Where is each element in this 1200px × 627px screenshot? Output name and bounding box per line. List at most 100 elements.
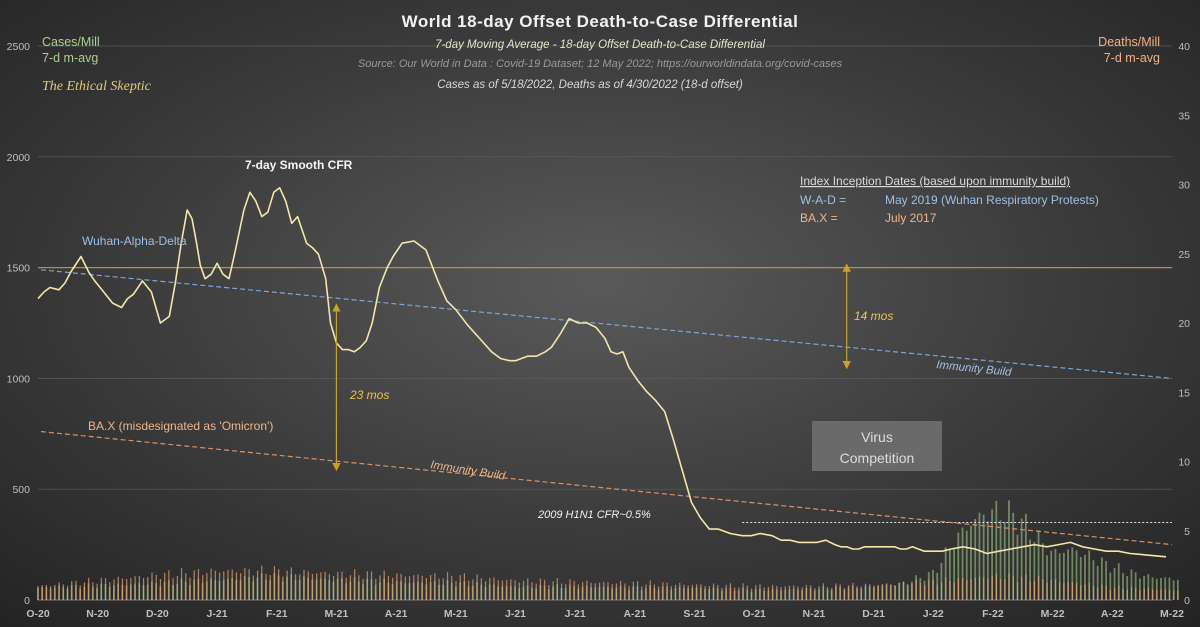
cases-bar [970, 525, 972, 600]
cases-bar [1151, 577, 1154, 600]
cases-bar [1088, 550, 1091, 600]
deaths-bar [818, 586, 820, 600]
left-axis-title-1: Cases/Mill [42, 35, 100, 49]
deaths-bar [1038, 576, 1040, 600]
deaths-bar [75, 580, 77, 600]
chart-title: World 18-day Offset Death-to-Case Differ… [402, 12, 799, 31]
deaths-bar [522, 580, 525, 600]
deaths-bar [983, 577, 985, 600]
deaths-bar [463, 573, 466, 600]
deaths-bar [1122, 588, 1124, 600]
deaths-bar [172, 577, 174, 600]
deaths-bar [556, 578, 558, 600]
deaths-bar [548, 585, 550, 600]
deaths-bar [721, 587, 723, 600]
deaths-bar [1000, 578, 1002, 600]
cases-bar [1100, 557, 1103, 600]
deaths-bar [991, 575, 993, 600]
deaths-bar [1092, 586, 1095, 600]
arrow-14-label: 14 mos [854, 309, 893, 323]
deaths-bar [349, 575, 352, 600]
deaths-bar [848, 585, 850, 600]
cases-bar [1003, 522, 1006, 600]
deaths-bar [759, 584, 761, 600]
deaths-bar [831, 587, 833, 600]
deaths-bar [1025, 574, 1027, 600]
cases-bar [944, 547, 947, 600]
deaths-bar [71, 581, 73, 600]
deaths-bar [569, 579, 571, 600]
deaths-bar [940, 582, 943, 600]
deaths-bar [88, 577, 90, 600]
axis-ticks: 0 500 1000 1500 2000 2500 0 5 10 15 20 25 30 35 40 O-20… [7, 41, 1191, 620]
cases-bar [1029, 539, 1031, 600]
deaths-bar [679, 582, 681, 600]
deaths-bar [476, 574, 478, 600]
deaths-bar [1160, 589, 1162, 600]
deaths-bar [1067, 582, 1069, 600]
deaths-bar [299, 574, 301, 600]
deaths-bar [206, 573, 208, 600]
right-tick-label: 25 [1178, 249, 1190, 261]
deaths-bar [1118, 585, 1120, 600]
deaths-bar [962, 577, 964, 600]
deaths-bar [307, 571, 309, 600]
deaths-bar [620, 580, 622, 600]
deaths-bar [780, 586, 782, 600]
legend-heading: Index Inception Dates (based upon immuni… [800, 174, 1070, 188]
deaths-bar [582, 582, 584, 600]
deaths-bar [37, 586, 39, 600]
deaths-bar [801, 587, 803, 600]
deaths-bar [704, 585, 706, 600]
annotations-layer [332, 263, 851, 472]
cases-bar [1130, 569, 1133, 600]
deaths-bar [632, 581, 634, 600]
deaths-bar [653, 584, 656, 600]
deaths-bar [1088, 582, 1090, 600]
deaths-bar [966, 579, 968, 600]
deaths-bar [864, 583, 867, 600]
x-tick-label: M-22 [1041, 608, 1065, 620]
virus-box-line2: Competition [840, 450, 915, 466]
deaths-bar [421, 575, 423, 600]
deaths-bar [126, 579, 128, 600]
deaths-bar [1130, 586, 1133, 600]
deaths-bar [62, 584, 64, 600]
deaths-bar [907, 585, 909, 600]
deaths-bar [383, 570, 385, 600]
deaths-bar [793, 585, 795, 600]
right-tick-label: 15 [1178, 387, 1190, 399]
deaths-bar [210, 568, 212, 600]
x-tick-label: J-21 [505, 608, 526, 620]
deaths-bar [379, 575, 381, 600]
deaths-bar [324, 571, 326, 600]
legend-value-wad: May 2019 (Wuhan Respiratory Protests) [885, 193, 1099, 207]
deaths-bar [117, 576, 119, 600]
lines-layer [37, 187, 1173, 558]
deaths-bar [223, 571, 225, 600]
deaths-bar [527, 578, 529, 600]
deaths-bar [826, 586, 829, 600]
deaths-bar [438, 578, 440, 600]
deaths-bar [611, 584, 613, 600]
deaths-bar [1004, 579, 1006, 600]
deaths-bar [746, 585, 748, 600]
deaths-bar [658, 586, 660, 600]
cases-bar [974, 518, 977, 600]
x-tick-label: M-21 [444, 608, 468, 620]
deaths-bar [273, 565, 276, 600]
deaths-bar [936, 584, 938, 600]
deaths-bar [387, 575, 390, 600]
deaths-bar [425, 578, 428, 600]
deaths-bar [577, 584, 580, 600]
x-tick-label: M-21 [324, 608, 348, 620]
right-tick-label: 30 [1178, 180, 1190, 192]
cases-bar [1067, 549, 1069, 600]
cases-bar [961, 527, 964, 600]
deaths-bar [176, 576, 178, 600]
deaths-bar [417, 574, 419, 600]
deaths-bar [987, 579, 989, 600]
deaths-bar [788, 585, 791, 600]
deaths-bar [244, 567, 246, 600]
deaths-bar [1135, 587, 1137, 600]
